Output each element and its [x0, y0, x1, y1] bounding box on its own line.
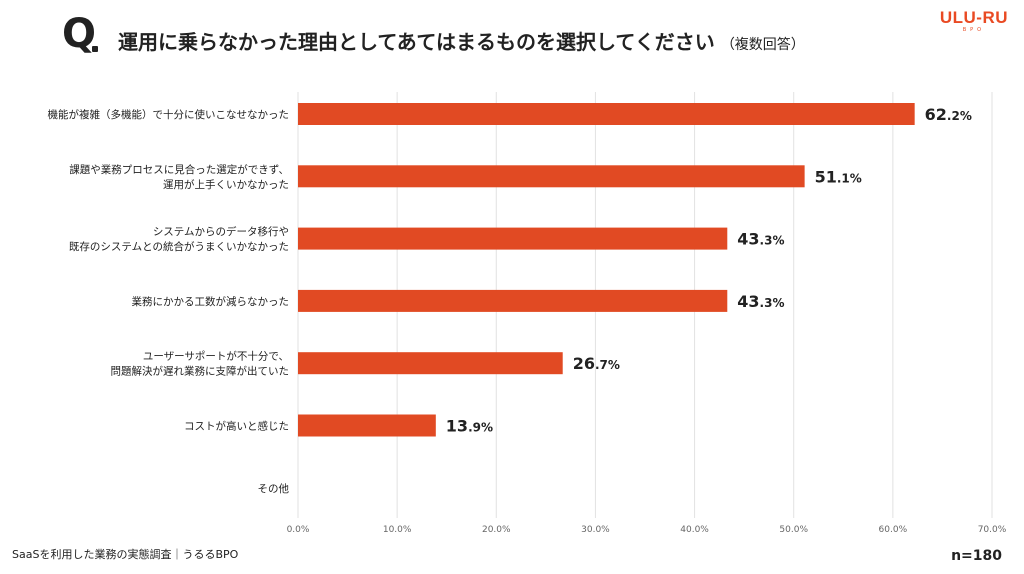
sample-size: n=180	[951, 548, 1002, 564]
bar	[298, 165, 805, 188]
x-tick-label: 20.0%	[482, 525, 511, 535]
question-dot	[92, 46, 98, 52]
category-label: システムからのデータ移行や既存のシステムとの統合がうまくいかなかった	[69, 225, 289, 253]
category-label: コストが高いと感じた	[184, 420, 289, 433]
bars	[298, 103, 915, 437]
bar	[298, 414, 436, 437]
page-title-note: （複数回答）	[720, 37, 805, 53]
value-label: 26.7%	[573, 354, 620, 373]
x-tick-label: 0.0%	[287, 525, 310, 535]
value-labels: 62.2% 51.1% 43.3% 43.3% 26.7% 13.9%	[446, 105, 972, 436]
question-mark-q: Q	[62, 11, 97, 57]
x-tick-label: 60.0%	[879, 525, 908, 535]
brand-logo-sub: BPO	[962, 27, 986, 33]
value-label: 51.1%	[815, 167, 862, 186]
bar	[298, 103, 915, 125]
x-tick-label: 50.0%	[779, 525, 808, 535]
category-label: 業務にかかる工数が減らなかった	[132, 295, 290, 308]
x-tick-label: 40.0%	[680, 525, 709, 535]
page-title-text: 運用に乗らなかった理由としてあてはまるものを選択してください	[118, 30, 715, 54]
brand-logo: ULU-RU BPO	[940, 9, 1008, 33]
value-label: 62.2%	[925, 105, 972, 124]
page-title: 運用に乗らなかった理由としてあてはまるものを選択してください （複数回答）	[118, 26, 805, 55]
bar	[298, 352, 563, 375]
value-label: 43.3%	[737, 292, 784, 311]
bar	[298, 289, 728, 312]
category-labels: 機能が複雑（多機能）で十分に使いこなせなかった課題や業務プロセスに見合った選定が…	[48, 108, 290, 495]
brand-logo-name: ULU-RU	[939, 8, 1008, 27]
footer-source: SaaSを利用した業務の実態調査｜うるるBPO	[12, 548, 239, 561]
value-label: 43.3%	[737, 230, 784, 249]
x-axis-ticks: 0.0% 10.0% 20.0% 30.0% 40.0% 50.0% 60.0% 70.0%	[287, 525, 1007, 535]
category-label: 課題や業務プロセスに見合った選定ができず、運用が上手くいかなかった	[69, 163, 289, 191]
bar	[298, 227, 728, 250]
category-label: その他	[258, 482, 290, 495]
category-label: ユーザーサポートが不十分で、問題解決が遅れ業務に支障が出ていた	[111, 350, 290, 378]
x-tick-label: 30.0%	[581, 525, 610, 535]
x-tick-label: 70.0%	[978, 525, 1007, 535]
category-label: 機能が複雑（多機能）で十分に使いこなせなかった	[48, 108, 290, 121]
x-tick-label: 10.0%	[383, 525, 412, 535]
value-label: 13.9%	[446, 417, 493, 436]
